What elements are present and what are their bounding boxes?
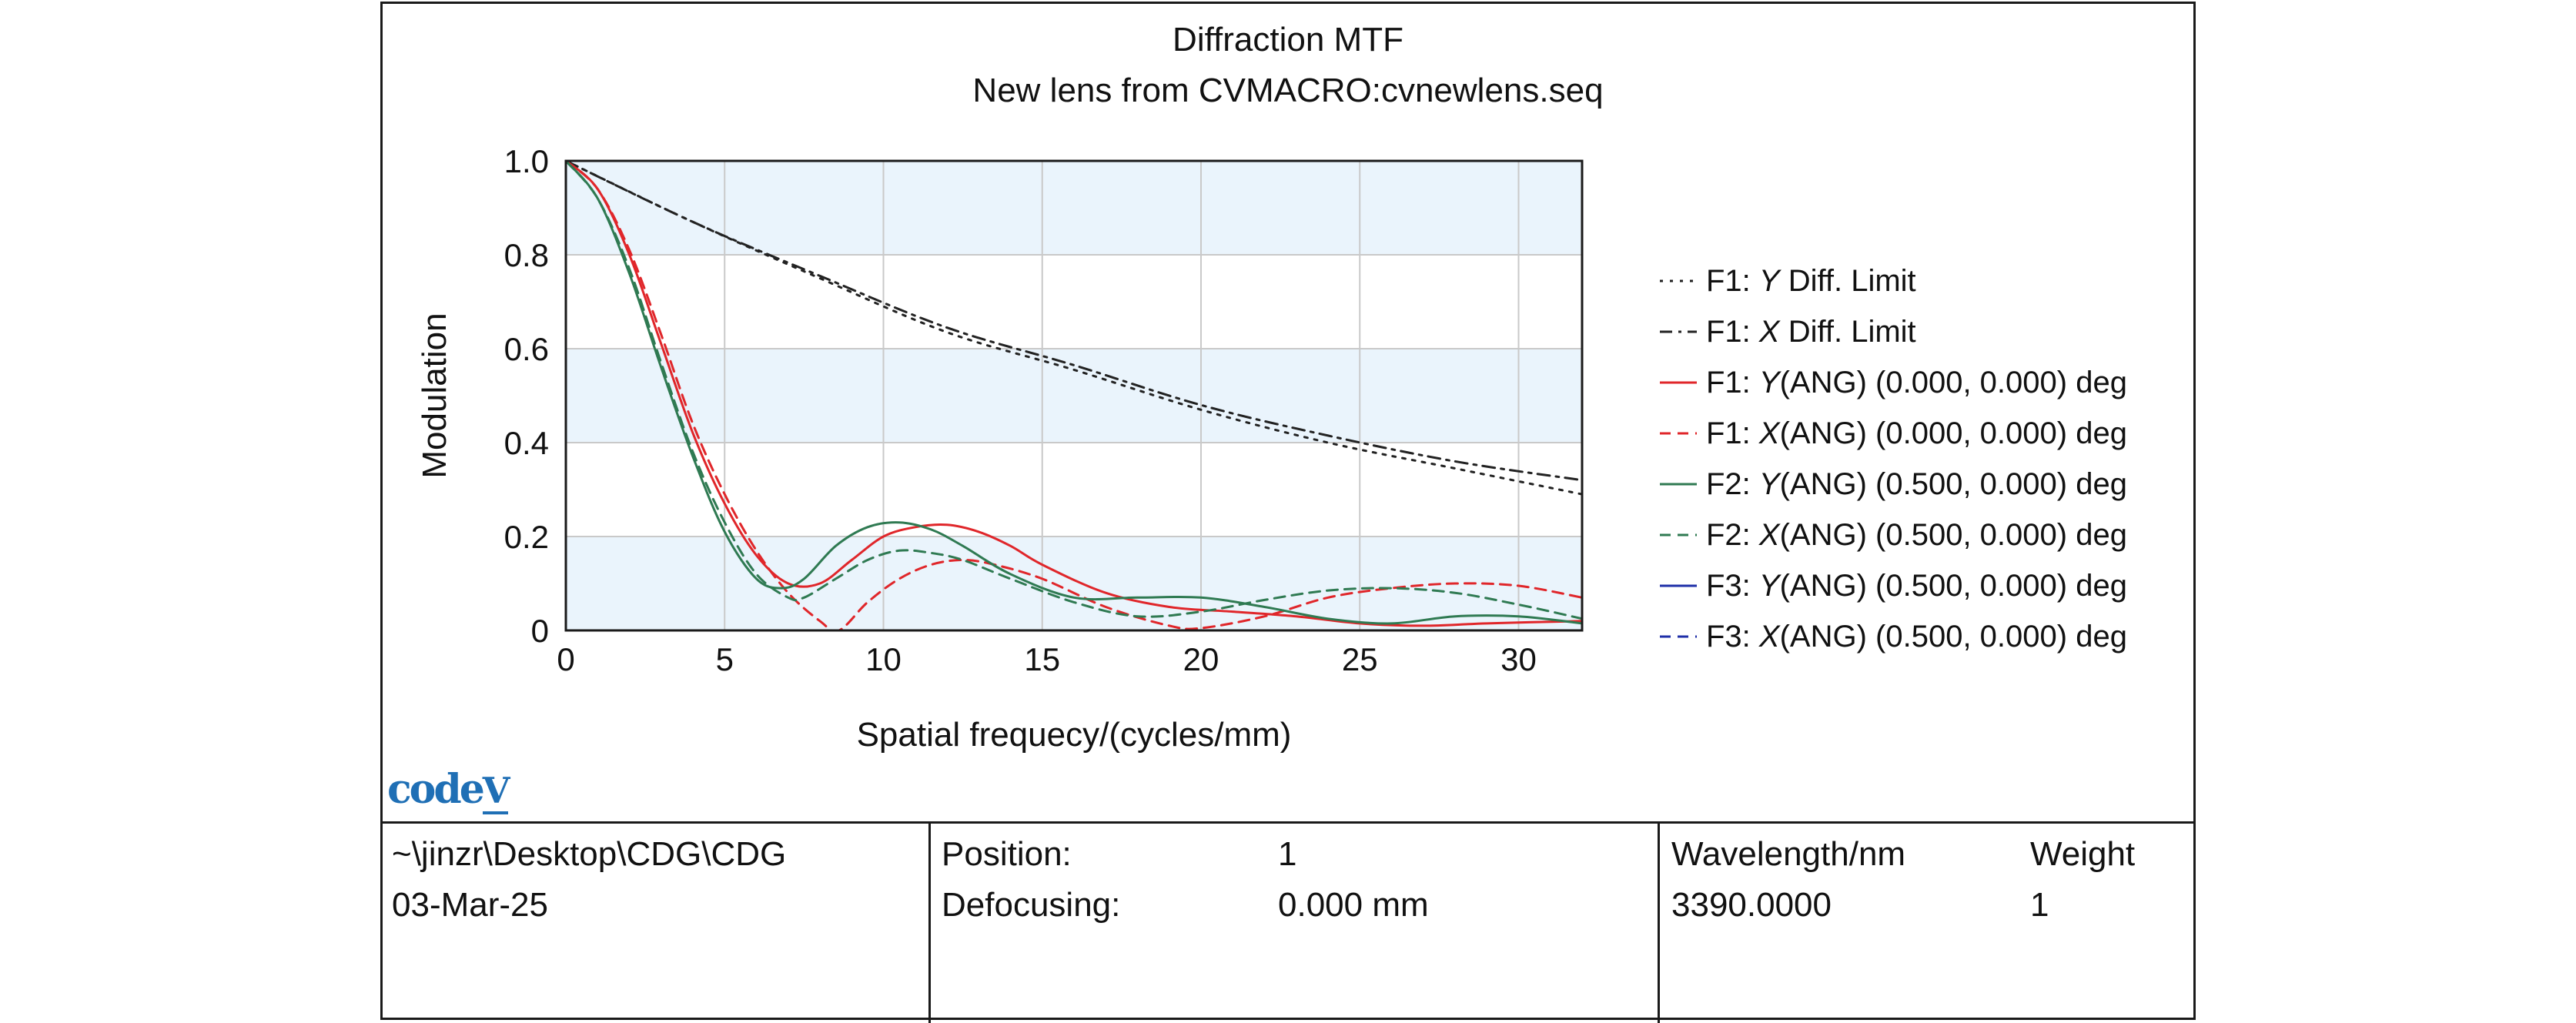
y-tick-label: 0.4 (504, 425, 549, 461)
defocusing-label: Defocusing: (942, 886, 1121, 924)
x-axis-ticks: 0 5 10 15 20 25 30 (557, 641, 1537, 677)
legend-label: F3: X(ANG) (0.500, 0.000) deg (1706, 620, 2127, 654)
legend-item: F1: Y Diff. Limit (1657, 262, 1916, 299)
logo-version: V (482, 770, 510, 814)
y-axis-ticks: 0 0.2 0.4 0.6 0.8 1.0 (504, 143, 549, 649)
x-tick-label: 0 (557, 641, 574, 677)
wavelength-label: Wavelength/nm (1671, 835, 1906, 873)
legend-label: F2: X(ANG) (0.500, 0.000) deg (1706, 518, 2127, 553)
x-tick-label: 10 (865, 641, 902, 677)
footer-separator (1658, 821, 1660, 1023)
weight-label: Weight (2030, 835, 2136, 873)
plot-background (566, 161, 1582, 630)
legend-label: F1: X Diff. Limit (1706, 315, 1916, 349)
legend-label: F1: X(ANG) (0.000, 0.000) deg (1706, 416, 2127, 451)
legend-item: F3: X(ANG) (0.500, 0.000) deg (1657, 618, 2127, 655)
legend-axis: X (1758, 517, 1780, 552)
logo-text: code (387, 766, 485, 813)
x-tick-label: 15 (1024, 641, 1060, 677)
y-tick-label: 0 (531, 613, 549, 649)
series-line-4 (566, 161, 1582, 630)
legend-axis: X (1758, 314, 1780, 349)
legend-rest: (ANG) (0.500, 0.000) deg (1779, 466, 2127, 501)
footer-divider (383, 821, 2193, 824)
position-label: Position: (942, 835, 1072, 873)
plot-band (566, 161, 1582, 255)
legend-swatch (1660, 330, 1697, 333)
legend-axis: Y (1758, 365, 1780, 400)
legend-swatch (1660, 483, 1697, 486)
legend-swatch (1660, 635, 1697, 638)
legend-swatch (1660, 533, 1697, 537)
wavelength-value: 3390.0000 (1671, 886, 1832, 924)
chart-subtitle: New lens from CVMACRO:cvnewlens.seq (972, 72, 1604, 109)
legend-axis: Y (1758, 466, 1780, 501)
plot-series (566, 161, 1582, 630)
legend-item: F2: Y(ANG) (0.500, 0.000) deg (1657, 466, 2127, 503)
x-tick-label: 5 (716, 641, 734, 677)
x-tick-label: 20 (1183, 641, 1219, 677)
mtf-chart: 0 5 10 15 20 25 30 0 0.2 0.4 0.6 0.8 1.0 Spatial fr… (416, 143, 1584, 754)
legend-prefix: F2: (1706, 517, 1759, 552)
legend-label: F1: Y(ANG) (0.000, 0.000) deg (1706, 366, 2127, 400)
legend-swatch (1660, 279, 1697, 282)
legend-axis: X (1758, 619, 1780, 654)
y-tick-label: 1.0 (504, 143, 549, 179)
legend-swatch (1660, 432, 1697, 435)
legend-rest: (ANG) (0.000, 0.000) deg (1779, 416, 2127, 450)
legend-axis: X (1758, 416, 1780, 450)
x-tick-label: 30 (1500, 641, 1537, 677)
legend-item: F3: Y(ANG) (0.500, 0.000) deg (1657, 567, 2127, 604)
defocusing-value: 0.000 mm (1278, 886, 1429, 924)
legend-prefix: F3: (1706, 619, 1759, 654)
plot-border (564, 159, 1584, 632)
plot-grid (566, 161, 1582, 630)
legend-rest: (ANG) (0.500, 0.000) deg (1779, 517, 2127, 552)
y-axis-label: Modulation (416, 313, 453, 478)
legend-prefix: F3: (1706, 568, 1759, 603)
weight-value: 1 (2030, 886, 2049, 924)
y-tick-label: 0.6 (504, 331, 549, 367)
x-tick-label: 25 (1342, 641, 1378, 677)
legend-item: F1: X(ANG) (0.000, 0.000) deg (1657, 415, 2127, 452)
legend-swatch (1660, 381, 1697, 384)
legend-axis: Y (1758, 568, 1780, 603)
y-tick-label: 0.8 (504, 237, 549, 273)
legend-label: F3: Y(ANG) (0.500, 0.000) deg (1706, 569, 2127, 603)
series-line-1 (566, 161, 1582, 496)
legend-rest: (ANG) (0.500, 0.000) deg (1779, 619, 2127, 654)
codev-logo: codeV (387, 766, 510, 814)
legend-label: F1: Y Diff. Limit (1706, 264, 1916, 299)
chart-title: Diffraction MTF (1173, 21, 1403, 59)
report-frame: Diffraction MTF New lens from CVMACRO:cv… (380, 2, 2196, 1023)
plot-band (566, 349, 1582, 443)
x-axis-label: Spatial frequecy/(cycles/mm) (857, 716, 1292, 754)
position-value: 1 (1278, 835, 1297, 873)
legend-rest: Diff. Limit (1779, 263, 1916, 298)
legend-prefix: F1: (1706, 365, 1759, 400)
legend-rest: Diff. Limit (1779, 314, 1916, 349)
legend-swatch (1660, 584, 1697, 587)
legend-prefix: F1: (1706, 263, 1759, 298)
footer-date: 03-Mar-25 (392, 886, 548, 924)
legend-axis: Y (1758, 263, 1780, 298)
legend-prefix: F2: (1706, 466, 1759, 501)
footer-path: ~\jinzr\Desktop\CDG\CDG (392, 835, 787, 873)
series-line-2 (566, 161, 1582, 482)
legend-label: F2: Y(ANG) (0.500, 0.000) deg (1706, 467, 2127, 502)
legend-rest: (ANG) (0.000, 0.000) deg (1779, 365, 2127, 400)
legend-item: F2: X(ANG) (0.500, 0.000) deg (1657, 517, 2127, 553)
legend-item: F1: X Diff. Limit (1657, 313, 1916, 350)
legend-prefix: F1: (1706, 314, 1759, 349)
series-line-5 (566, 161, 1582, 625)
legend-rest: (ANG) (0.500, 0.000) deg (1779, 568, 2127, 603)
series-line-3 (566, 161, 1582, 627)
footer-separator (928, 821, 931, 1023)
legend-item: F1: Y(ANG) (0.000, 0.000) deg (1657, 364, 2127, 401)
y-tick-label: 0.2 (504, 519, 549, 555)
legend-prefix: F1: (1706, 416, 1759, 450)
plot-band (566, 255, 1582, 349)
series-line-6 (566, 161, 1582, 620)
